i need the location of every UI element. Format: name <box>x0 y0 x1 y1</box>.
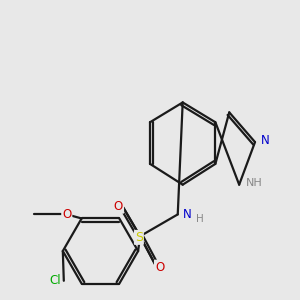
Text: H: H <box>196 214 203 224</box>
Text: N: N <box>182 208 191 221</box>
Text: NH: NH <box>246 178 263 188</box>
Text: O: O <box>114 200 123 213</box>
Text: O: O <box>62 208 71 221</box>
Text: O: O <box>155 261 164 274</box>
Text: S: S <box>135 231 143 244</box>
Text: Cl: Cl <box>49 274 61 287</box>
Text: N: N <box>261 134 270 147</box>
